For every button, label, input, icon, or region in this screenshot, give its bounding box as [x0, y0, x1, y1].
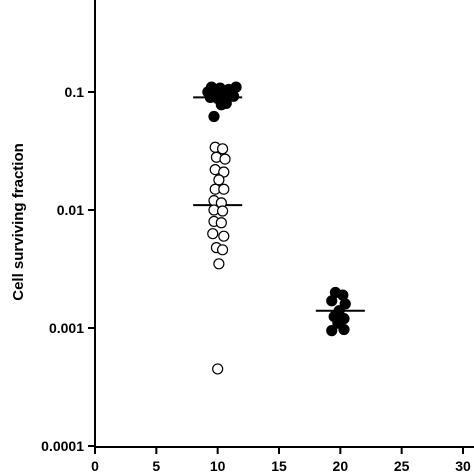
- y-tick-label: 0.001: [49, 320, 84, 336]
- y-tick-label: 0.1: [65, 84, 85, 100]
- open-data-point: [216, 143, 229, 155]
- filled-data-point: [326, 325, 338, 337]
- open-data-point: [218, 166, 230, 178]
- open-data-point: [216, 205, 229, 217]
- open-data-point: [218, 230, 230, 242]
- open-data-point: [212, 363, 224, 375]
- open-data-point: [207, 228, 219, 240]
- x-axis-ticks: 0 5 10 15 20 25 30: [91, 447, 471, 474]
- open-data-point: [213, 258, 225, 270]
- open-data-point: [218, 183, 230, 195]
- y-tick-label: 0.0001: [41, 438, 84, 454]
- y-axis-title: Cell surviving fraction: [10, 143, 27, 301]
- filled-data-point: [208, 110, 220, 123]
- data-points: [202, 81, 351, 375]
- open-data-point: [213, 174, 225, 186]
- filled-data-point: [326, 295, 338, 307]
- filled-data-point: [220, 97, 232, 110]
- x-tick-label: 0: [91, 458, 99, 474]
- x-tick-label: 25: [394, 458, 410, 474]
- open-data-point: [215, 217, 227, 229]
- filled-data-point: [228, 90, 240, 102]
- x-tick-label: 20: [333, 458, 349, 474]
- y-tick-label: 0.01: [57, 202, 84, 218]
- y-axis-ticks: 0.0001 0.001 0.01 0.1: [41, 84, 95, 454]
- axes: [94, 0, 474, 448]
- open-data-point: [219, 153, 231, 165]
- filled-data-point: [338, 323, 350, 336]
- x-tick-label: 30: [455, 458, 471, 474]
- x-tick-label: 15: [271, 458, 287, 474]
- x-tick-label: 5: [152, 458, 160, 474]
- x-tick-label: 10: [210, 458, 226, 474]
- filled-data-point: [339, 298, 351, 310]
- open-data-point: [216, 244, 229, 256]
